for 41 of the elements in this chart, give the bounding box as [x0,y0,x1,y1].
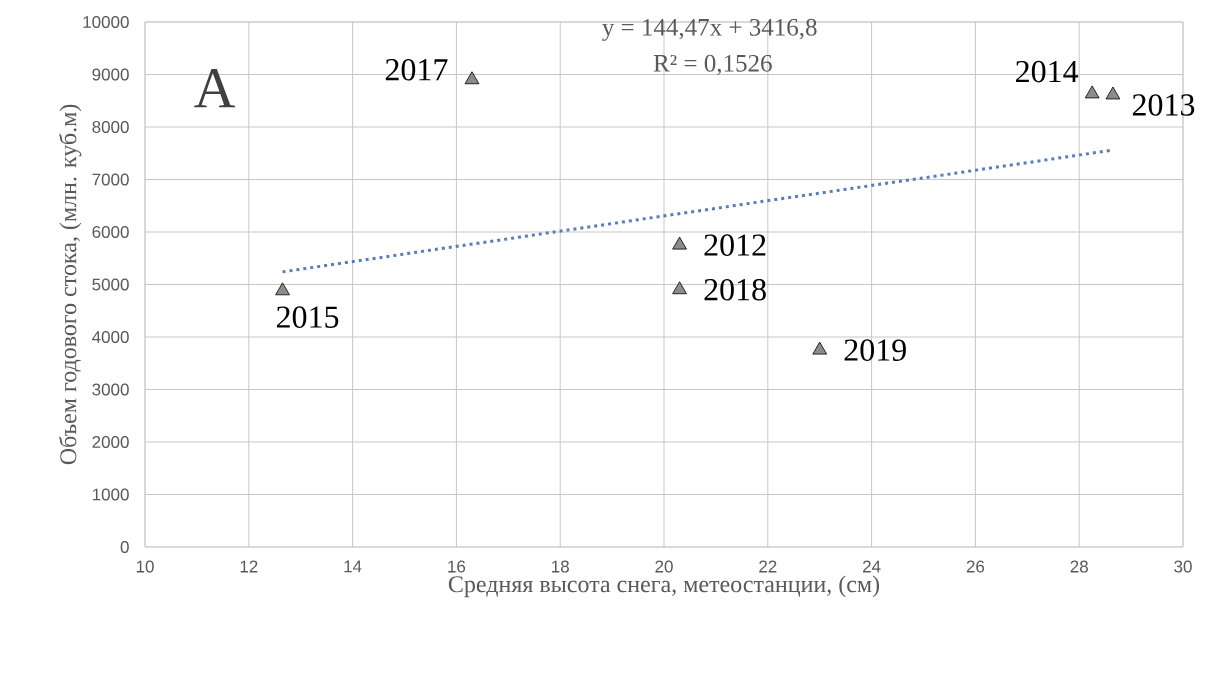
y-tick-label: 8000 [92,120,129,134]
x-tick-label: 18 [552,560,569,573]
y-tick-label: 7000 [92,173,129,186]
point [1084,85,1100,99]
y-tick-label: 4000 [92,330,129,344]
y-tick-label: 0 [120,540,129,554]
annotation: 2012 [704,234,766,256]
x-tick-label: 14 [344,560,362,573]
annotation: 2013 [1132,94,1195,116]
annotation: 2014 [1016,60,1079,83]
annotation: 2017 [385,58,448,81]
y-tick-label: 3000 [92,383,129,396]
point [812,341,828,355]
annotation: 2015 [276,306,339,328]
y-tick-label: 6000 [92,225,129,239]
y-tick-label: 5000 [92,278,129,291]
x-tick-label: 12 [240,560,258,573]
point [1105,86,1121,100]
annotation: y = 144,47x + 3416,8 [602,18,817,41]
x-axis-title: Средняя высота снега, метеостанции, (см) [448,575,880,598]
point [672,281,687,295]
y-axis-title: Объем годового стока, (млн. куб.м) [58,104,82,465]
x-tick-label: 10 [136,560,154,573]
x-tick-label: 22 [759,560,777,573]
point [672,236,687,250]
x-tick-label: 28 [1070,560,1088,573]
x-tick-label: 24 [863,560,881,573]
annotation: 2018 [704,278,766,301]
annotation: R² = 0,1526 [653,54,772,76]
point [464,71,480,85]
x-tick-label: 20 [655,560,673,573]
point [275,282,290,296]
y-tick-label: 2000 [92,435,129,449]
annotation: A [194,69,236,108]
x-tick-label: 16 [448,560,466,573]
x-tick-label: 30 [1174,560,1192,573]
y-tick-label: 10000 [83,15,129,29]
y-tick-label: 9000 [92,68,129,81]
y-tick-label: 1000 [92,488,129,501]
annotation: 2019 [844,339,906,361]
x-tick-label: 26 [966,560,985,573]
